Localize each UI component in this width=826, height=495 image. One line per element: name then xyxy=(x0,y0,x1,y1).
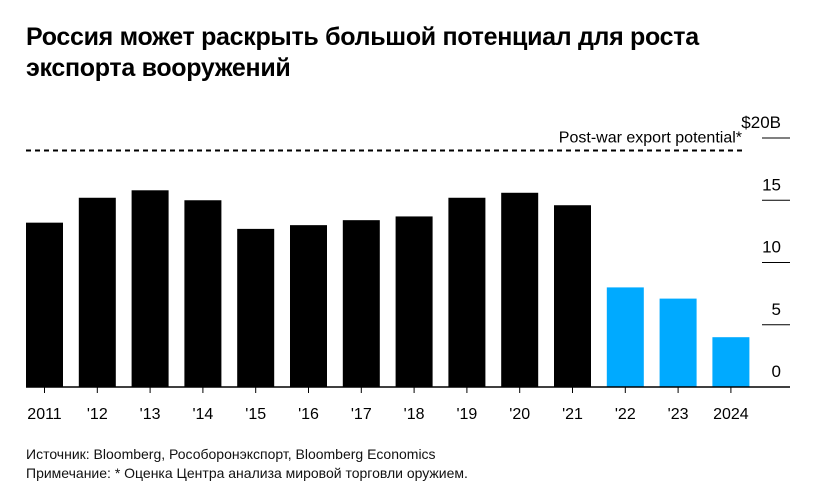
bar-23 xyxy=(659,298,697,387)
x-tick-label: 2024 xyxy=(713,406,749,423)
x-tick-label: '17 xyxy=(351,406,372,423)
bar-2011 xyxy=(26,222,63,387)
x-tick-label: '18 xyxy=(404,406,425,423)
footnote: Примечание: * Оценка Центра анализа миро… xyxy=(26,465,468,481)
bar-16 xyxy=(290,225,327,387)
bar-19 xyxy=(448,197,486,387)
x-tick-label: '23 xyxy=(668,406,689,423)
x-tick-label: '21 xyxy=(562,406,583,423)
export-potential-label: Post-war export potential* xyxy=(559,129,742,146)
bar-13 xyxy=(131,190,169,387)
x-tick-label: '15 xyxy=(245,406,266,423)
y-tick-label: 5 xyxy=(772,300,781,319)
x-tick-label: '20 xyxy=(509,406,530,423)
source-note: Источник: Bloomberg, Рособоронэкспорт, B… xyxy=(26,446,436,462)
y-tick-label: 0 xyxy=(772,362,781,381)
bar-18 xyxy=(395,216,433,387)
x-tick-label: '13 xyxy=(140,406,161,423)
bar-20 xyxy=(501,192,539,387)
y-tick-label: $20B xyxy=(741,113,781,132)
x-tick-label: '22 xyxy=(615,406,636,423)
x-tick-label: 2011 xyxy=(27,406,62,423)
x-tick-label: '16 xyxy=(298,406,319,423)
x-tick-label: '12 xyxy=(87,406,108,423)
chart-title: Россия может раскрыть большой потенциал … xyxy=(26,23,699,82)
bar-17 xyxy=(342,220,380,387)
bar-15 xyxy=(237,228,275,387)
y-tick-label: 15 xyxy=(762,175,781,194)
x-tick-label: '19 xyxy=(456,406,477,423)
bar-12 xyxy=(78,197,116,387)
x-tick-label: '14 xyxy=(192,406,213,423)
bar-2024 xyxy=(712,337,750,387)
bar-22 xyxy=(606,287,644,387)
bar-21 xyxy=(554,205,591,387)
y-tick-label: 10 xyxy=(762,238,781,257)
bar-14 xyxy=(184,200,222,387)
